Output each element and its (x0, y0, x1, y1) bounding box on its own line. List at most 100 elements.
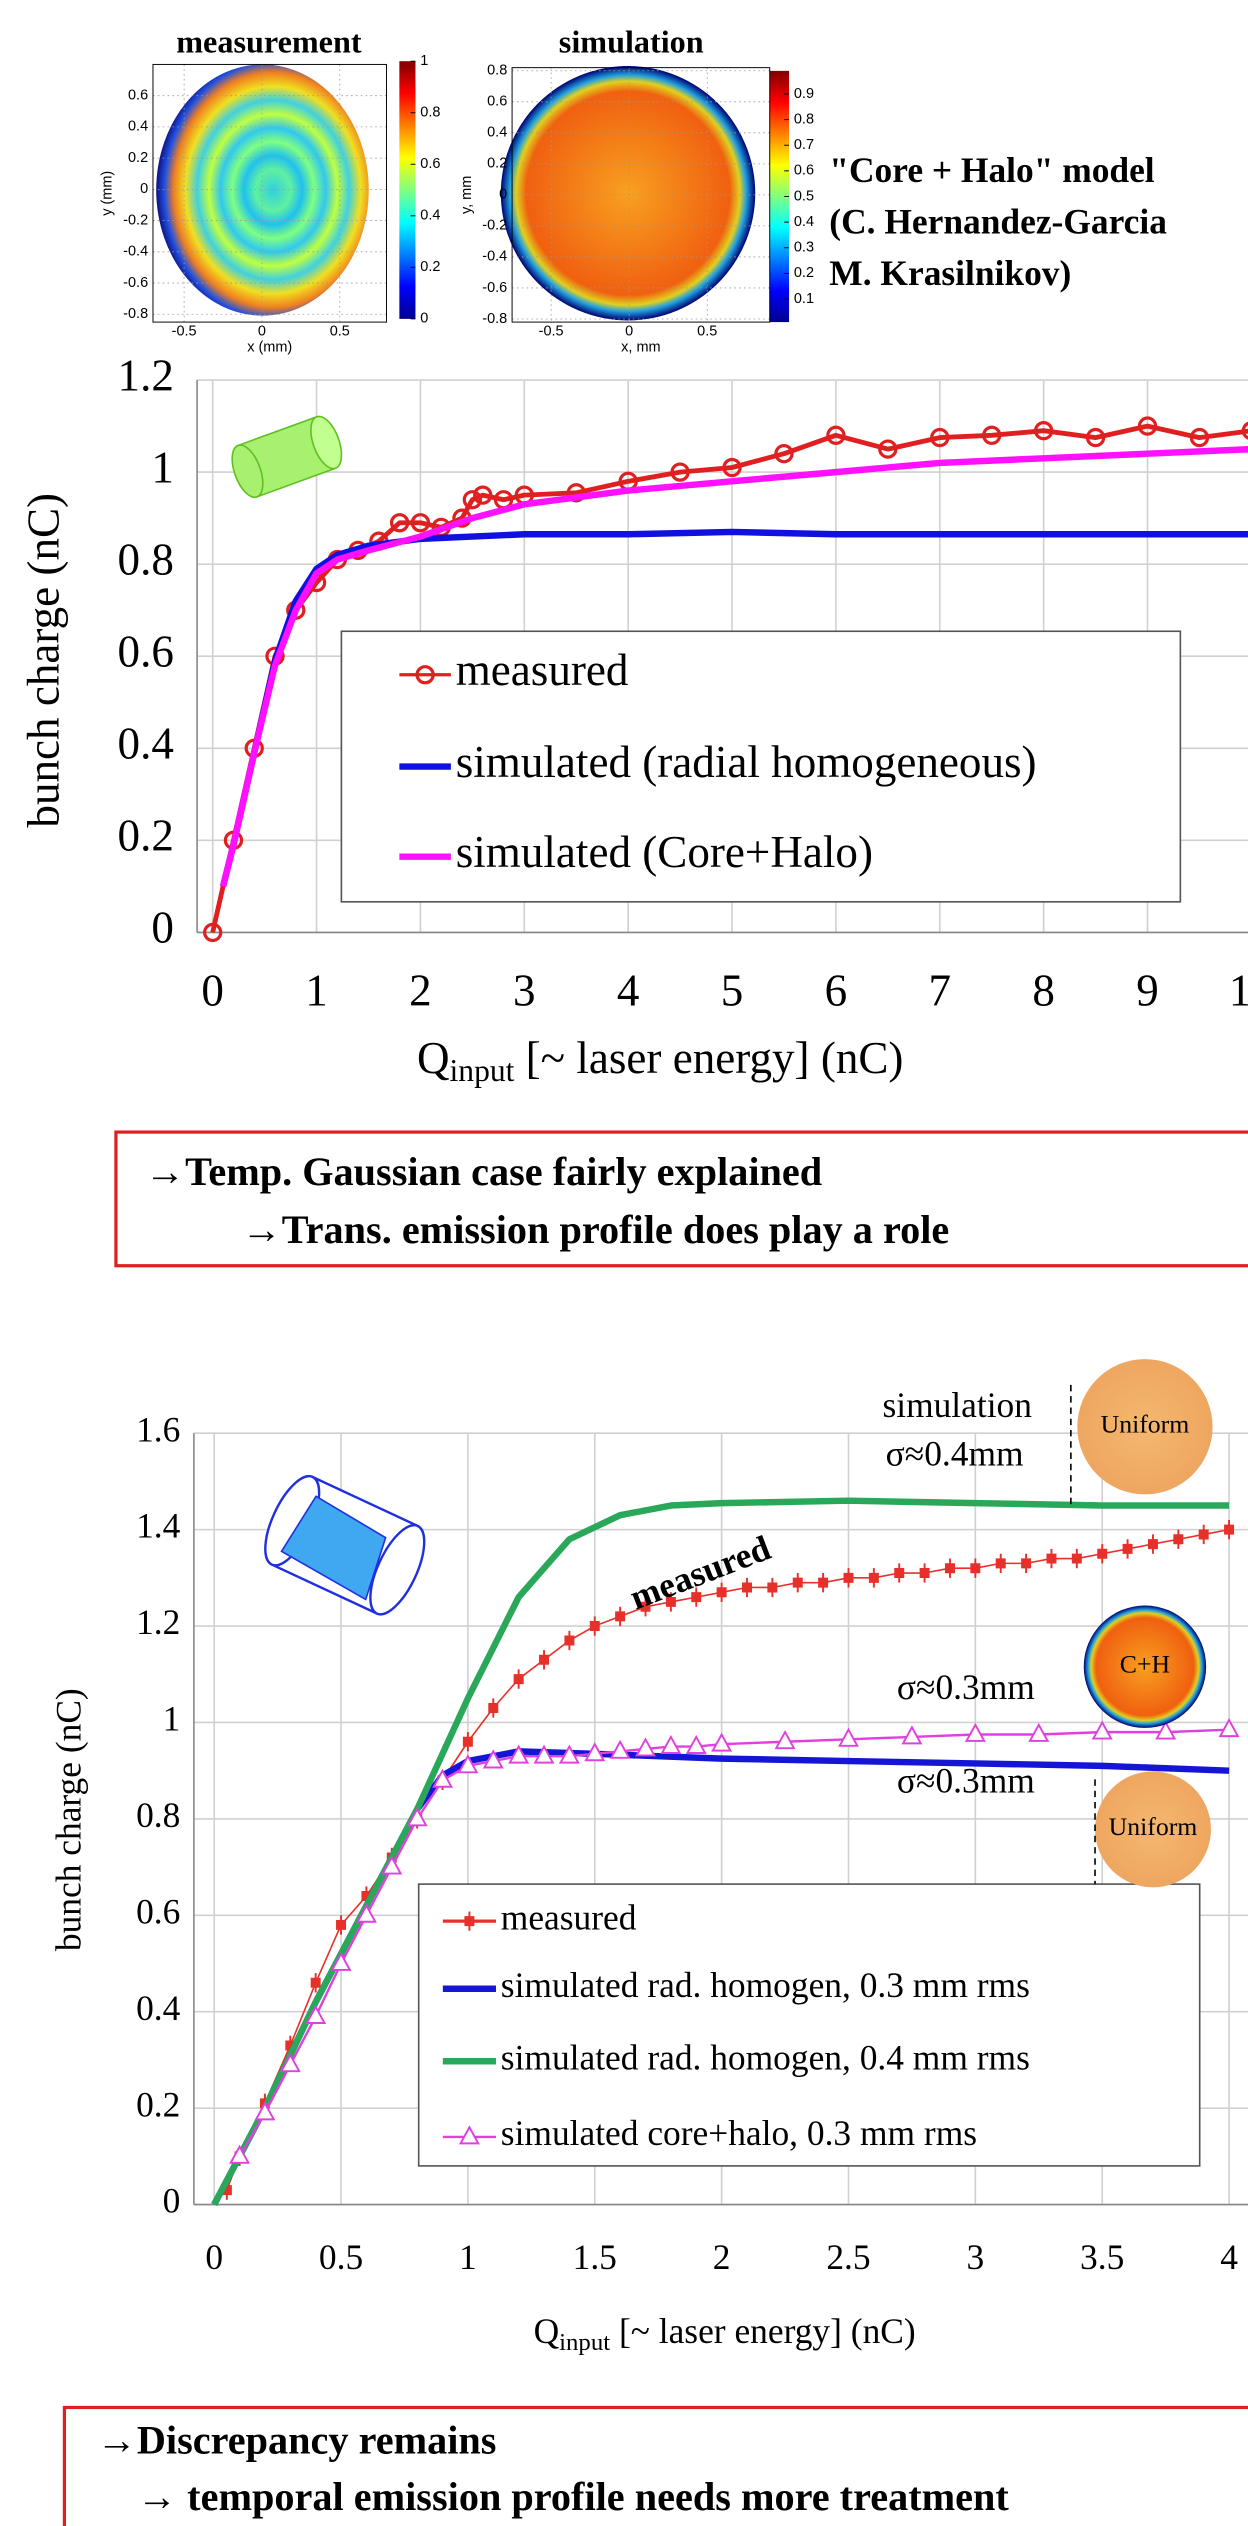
marker (711, 1732, 733, 1752)
cylinder-icon (231, 415, 343, 499)
x-tick-label: 1.5 (573, 2237, 617, 2277)
y-axis-label: bunch charge (nC) (19, 493, 69, 828)
marker (203, 922, 223, 943)
x-label-main: Q (417, 1033, 450, 1083)
marker (482, 1749, 504, 1769)
x-tick-label: -0.5 (539, 324, 564, 340)
legend-label: measured (456, 645, 629, 695)
x-axis-label: x (mm) (247, 340, 292, 356)
marker (685, 1734, 707, 1754)
series (229, 1718, 1240, 2164)
colorbar-label: 1 (420, 53, 428, 69)
plot-frame (152, 63, 387, 323)
marker (665, 1592, 676, 1612)
marker (254, 2101, 276, 2121)
y-tick-label: 0.8 (118, 535, 174, 585)
y-tick-label: 0 (151, 903, 174, 953)
marker (894, 1563, 905, 1583)
marker (716, 1582, 727, 1602)
marker (389, 513, 410, 533)
series-line (219, 446, 1248, 888)
colorbar-label: 0.8 (420, 105, 440, 121)
profile-uniform (1095, 1771, 1211, 1888)
x-tick-label: 0 (258, 324, 266, 340)
marker (640, 1597, 651, 1617)
x-tick-label: 0 (201, 966, 224, 1016)
y-tick-label: 1 (163, 1699, 181, 1739)
y-tick-label: 0.6 (118, 627, 174, 677)
marker (533, 1744, 555, 1764)
y-tick-label: 0.6 (128, 87, 148, 103)
marker (1147, 1534, 1158, 1554)
marker (774, 444, 794, 464)
y-tick-label: 0.2 (118, 811, 174, 861)
marker (462, 1732, 473, 1752)
marker (1046, 1548, 1057, 1569)
marker (1097, 1544, 1108, 1564)
marker (1122, 1539, 1133, 1559)
marker (1173, 1529, 1184, 1549)
marker (566, 483, 586, 503)
y-tick-label: 0.4 (136, 1988, 181, 2028)
marker (1224, 1519, 1235, 1540)
x-tick-label: 8 (1032, 966, 1055, 1016)
x-tick-label: 3.5 (1080, 2237, 1124, 2277)
measurement-image (156, 64, 369, 316)
x-tick-label: 10 (1229, 966, 1248, 1016)
legend-label: simulated rad. homogen, 0.4 mm rms (501, 2037, 1030, 2077)
y-tick-label: 0.2 (128, 150, 148, 166)
marker (1021, 1553, 1032, 1574)
y-tick-label: 0.2 (136, 2084, 180, 2124)
x-tick-label: 0.5 (319, 2237, 363, 2277)
marker (878, 439, 898, 459)
legend-label: simulated core+halo, 0.3 mm rms (501, 2113, 977, 2153)
legend-box (417, 1883, 1201, 2167)
annotation: simulation (882, 1385, 1032, 1425)
marker (742, 1577, 752, 1598)
x-tick-label: 3 (966, 2237, 984, 2277)
marker (919, 1563, 930, 1583)
marker (1155, 1720, 1177, 1740)
legend-box (340, 630, 1182, 903)
annotation: σ≈0.3mm (897, 1760, 1035, 1800)
y-tick-label: 0.6 (136, 1891, 180, 1931)
legend: measured simulated rad. homogen, 0.3 mm r… (417, 1883, 1201, 2167)
marker (837, 1727, 859, 1747)
colorbar-label: 0.9 (794, 86, 814, 102)
marker (1033, 421, 1054, 441)
annotation: σ≈0.4mm (886, 1433, 1024, 1473)
colorbar-label: 0.6 (420, 156, 440, 172)
cylinder-icon (264, 1475, 426, 1616)
legend-label: simulated (Core+Halo) (456, 827, 873, 877)
colorbar-label: 0.4 (420, 208, 440, 224)
x-tick-label: 4 (617, 966, 640, 1016)
x-label-sub: input (450, 1053, 515, 1088)
marker (410, 513, 431, 533)
profile-uniform (1077, 1359, 1213, 1495)
model-note: "Core + Halo" model (C. Hernandez-Garcia… (829, 150, 1167, 293)
marker (722, 457, 742, 478)
marker (868, 1568, 879, 1588)
marker (670, 462, 690, 482)
conclusion-box (62, 2405, 1248, 2526)
y-tick-label: -0.4 (123, 244, 148, 260)
y-tick-label: -0.2 (482, 218, 507, 234)
legend-label: measured (501, 1897, 637, 1937)
y-tick-label: 1.4 (136, 1506, 181, 1546)
marker (609, 1739, 631, 1759)
profile-core-halo (1083, 1605, 1207, 1728)
x-label-main: Q (534, 2311, 560, 2351)
y-tick-label: 1 (151, 442, 174, 492)
marker (1137, 416, 1158, 436)
y-tick-label: 0.4 (487, 125, 507, 141)
annotation: Uniform (1109, 1812, 1198, 1841)
note-line: M. Krasilnikov) (829, 253, 1071, 293)
y-tick-label: 0.6 (487, 94, 507, 110)
x-tick-label: 0.5 (330, 324, 350, 340)
marker (336, 1915, 347, 1935)
legend: measured simulated (radial homogeneous) si… (340, 630, 1182, 903)
marker (473, 485, 493, 505)
marker (432, 1768, 454, 1788)
y-axis-label: y (mm) (100, 171, 116, 216)
marker (330, 1951, 352, 1971)
